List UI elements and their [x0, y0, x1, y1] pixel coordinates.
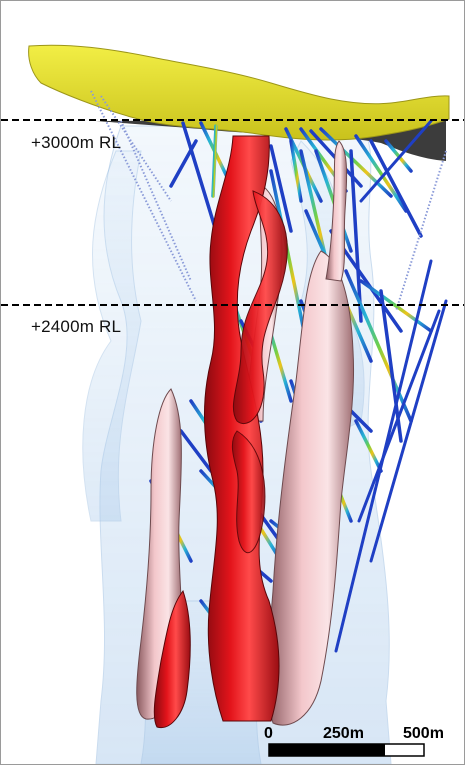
scale-bar	[268, 743, 425, 757]
drill-hole-trace	[319, 127, 393, 198]
drill-hole-trace	[289, 139, 303, 203]
scale-label-250m: 250m	[323, 725, 364, 742]
projected-drill-hole	[120, 120, 192, 282]
drill-hole-trace	[359, 119, 433, 203]
topography-surface	[28, 44, 450, 141]
drill-hole-trace	[349, 149, 363, 323]
drill-hole-trace	[169, 139, 198, 188]
drill-hole-trace	[354, 419, 383, 473]
scale-label-0: 0	[264, 725, 273, 742]
projected-drill-hole	[90, 90, 197, 302]
drill-hole-trace	[369, 299, 448, 563]
drill-hole-trace	[357, 309, 441, 523]
rl-label-2400: +2400m RL	[31, 317, 122, 336]
drill-hole-trace	[181, 121, 218, 233]
drill-hole-trace	[179, 429, 213, 473]
drill-hole-trace	[359, 279, 433, 333]
drill-hole-trace	[344, 269, 413, 423]
drill-hole-trace	[269, 144, 293, 233]
projected-drill-hole	[100, 95, 172, 202]
drill-hole-trace	[354, 134, 408, 213]
drill-hole-trace	[369, 139, 423, 238]
red-ore-bodies	[153, 135, 288, 729]
drill-hole-trace	[211, 124, 218, 198]
rl-label-3000: +3000m RL	[31, 133, 122, 152]
scale-label-500m: 500m	[403, 725, 444, 742]
drill-hole-trace	[269, 169, 308, 343]
projected-drill-hole	[395, 150, 447, 312]
